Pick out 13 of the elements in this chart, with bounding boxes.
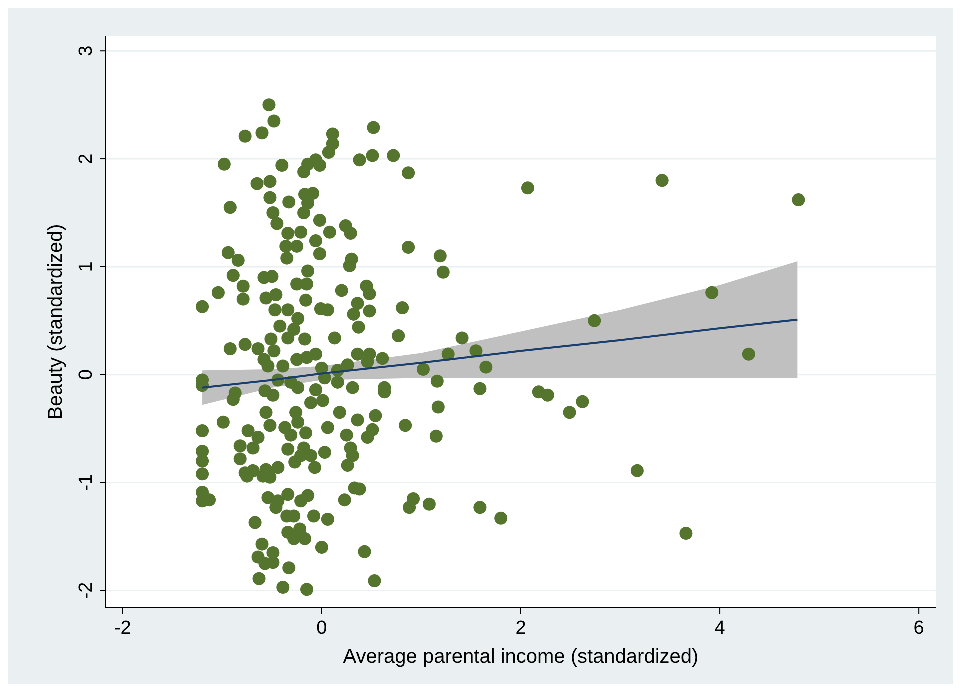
x-tick-label: 2 xyxy=(516,618,526,639)
y-tick-label: 1 xyxy=(76,262,97,272)
x-tick-label: 0 xyxy=(316,618,328,639)
y-tick-label: -2 xyxy=(76,582,97,600)
y-tick-label: -1 xyxy=(76,474,97,492)
y-tick-label: 2 xyxy=(76,154,97,164)
x-axis-title: Average parental income (standardized) xyxy=(343,646,699,668)
x-tick-label: 4 xyxy=(714,618,726,639)
y-axis-title: Beauty (standardized) xyxy=(45,224,67,420)
y-tick-label: 0 xyxy=(76,370,97,380)
y-tick-label: 3 xyxy=(76,46,97,56)
x-tick-label: 6 xyxy=(914,618,924,639)
x-tick-label: -2 xyxy=(114,618,132,639)
